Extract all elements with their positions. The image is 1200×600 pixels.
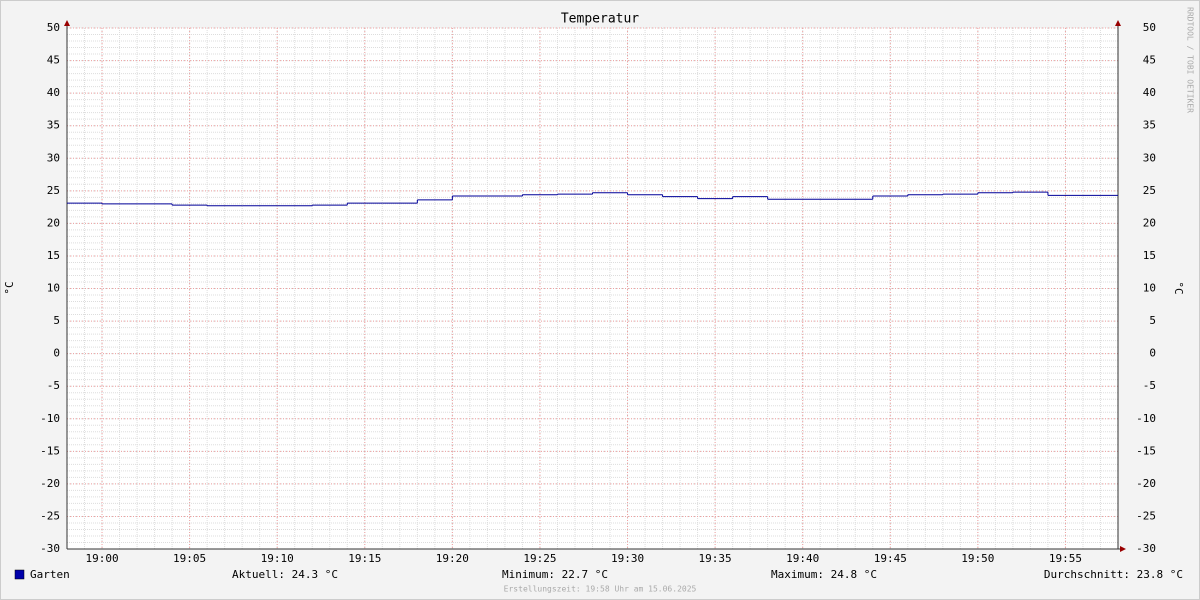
y2-tick-label: 35: [1143, 119, 1156, 132]
footer: Erstellungszeit: 19:58 Uhr am 15.06.2025: [504, 585, 697, 594]
y2-tick-label: -10: [1136, 412, 1156, 425]
watermark: RRDTOOL / TOBI OETIKER: [1186, 7, 1195, 113]
stat: Durchschnitt: 23.8 °C: [1044, 568, 1183, 581]
y2-tick-label: 30: [1143, 151, 1156, 164]
y-tick-label: -20: [40, 477, 60, 490]
y2-tick-label: 20: [1143, 216, 1156, 229]
y2-tick-label: -20: [1136, 477, 1156, 490]
y2-tick-label: 15: [1143, 249, 1156, 262]
y2-tick-label: -5: [1143, 379, 1156, 392]
axis-arrow: [1115, 20, 1121, 26]
y-tick-label: 35: [47, 119, 60, 132]
y-tick-label: -25: [40, 509, 60, 522]
stat: Maximum: 24.8 °C: [771, 568, 877, 581]
y-tick-label: -30: [40, 542, 60, 555]
y-tick-label: 10: [47, 282, 60, 295]
y-tick-label: 5: [53, 314, 60, 327]
x-tick-label: 19:10: [261, 552, 294, 565]
y2-tick-label: 0: [1149, 347, 1156, 360]
y2-tick-label: 5: [1149, 314, 1156, 327]
axis-arrow: [1120, 546, 1126, 552]
x-tick-label: 19:35: [699, 552, 732, 565]
y-tick-label: -15: [40, 444, 60, 457]
y-tick-label: -10: [40, 412, 60, 425]
y-tick-label: 50: [47, 21, 60, 34]
axis-arrow: [64, 20, 70, 26]
y2-tick-label: -30: [1136, 542, 1156, 555]
y2-tick-label: -15: [1136, 444, 1156, 457]
legend-label: Garten: [30, 568, 70, 581]
y-tick-label: 40: [47, 86, 60, 99]
x-tick-label: 19:15: [348, 552, 381, 565]
x-tick-label: 19:20: [436, 552, 469, 565]
y-tick-label: 30: [47, 151, 60, 164]
legend-swatch: [14, 569, 25, 580]
y-tick-label: 45: [47, 54, 60, 67]
y-axis-label: °C: [3, 281, 16, 294]
x-tick-label: 19:25: [523, 552, 556, 565]
x-tick-label: 19:50: [961, 552, 994, 565]
y2-tick-label: 45: [1143, 54, 1156, 67]
stat: Minimum: 22.7 °C: [502, 568, 608, 581]
y-tick-label: 15: [47, 249, 60, 262]
x-tick-label: 19:00: [85, 552, 118, 565]
y2-tick-label: 50: [1143, 21, 1156, 34]
y-tick-label: -5: [47, 379, 60, 392]
x-tick-label: 19:30: [611, 552, 644, 565]
y2-tick-label: 10: [1143, 282, 1156, 295]
y-tick-label: 0: [53, 347, 60, 360]
x-tick-label: 19:45: [874, 552, 907, 565]
y2-tick-label: 40: [1143, 86, 1156, 99]
y2-axis-label: °C: [1172, 281, 1185, 294]
y-tick-label: 25: [47, 184, 60, 197]
x-tick-label: 19:40: [786, 552, 819, 565]
stat: Aktuell: 24.3 °C: [232, 568, 338, 581]
x-tick-label: 19:05: [173, 552, 206, 565]
y2-tick-label: 25: [1143, 184, 1156, 197]
y-tick-label: 20: [47, 216, 60, 229]
y2-tick-label: -25: [1136, 509, 1156, 522]
chart-title: Temperatur: [561, 12, 639, 27]
x-tick-label: 19:55: [1049, 552, 1082, 565]
